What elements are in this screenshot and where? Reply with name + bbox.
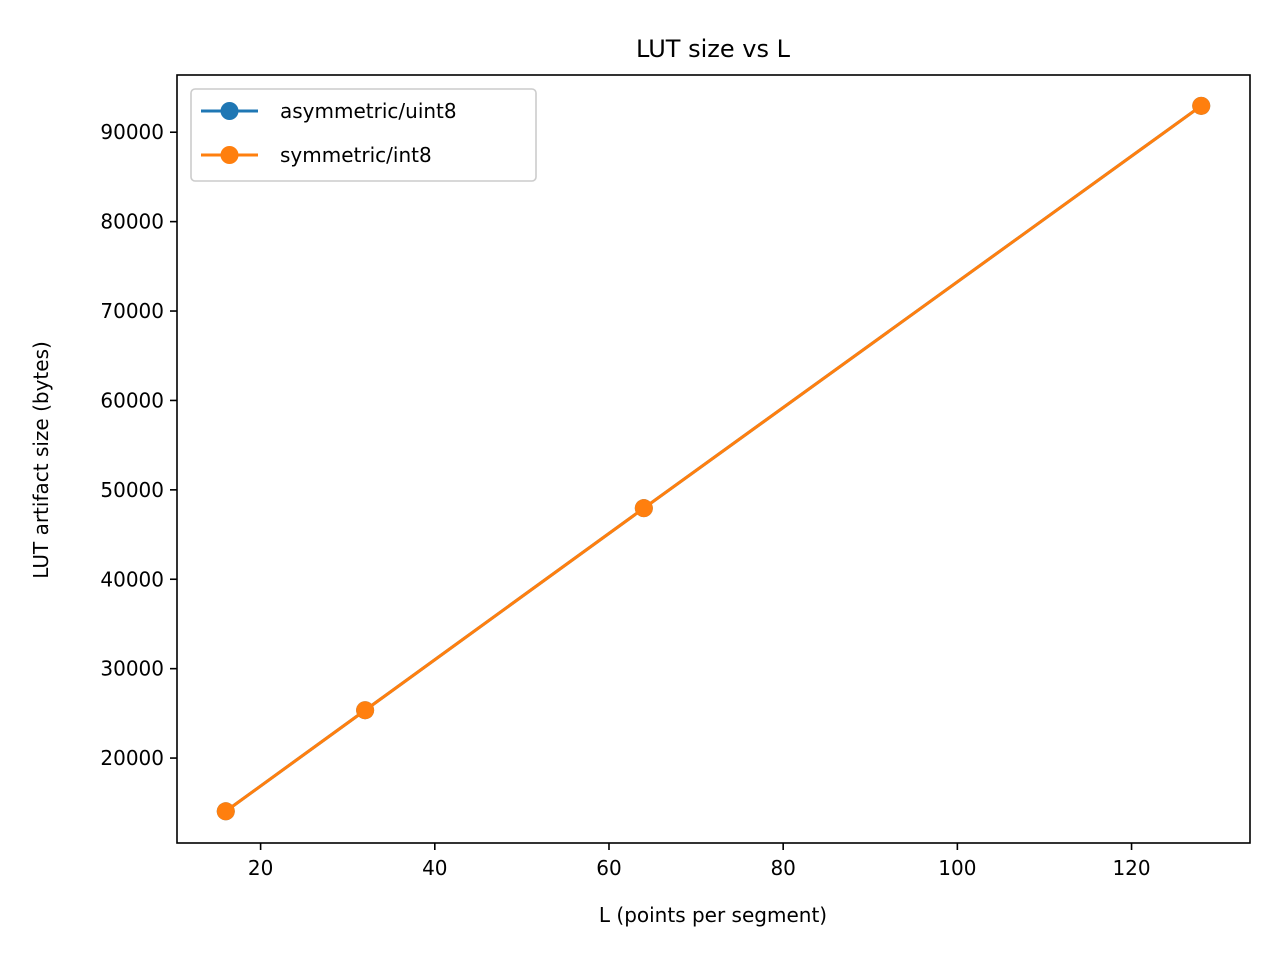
x-tick-label: 100 [938, 856, 976, 880]
legend-marker [220, 146, 239, 164]
legend-marker [220, 102, 239, 120]
x-tick-label: 60 [596, 856, 621, 880]
legend: asymmetric/uint8 symmetric/int8 [190, 88, 537, 182]
y-tick-label: 50000 [100, 478, 164, 502]
data-point [356, 701, 375, 720]
y-axis-title: LUT artifact size (bytes) [29, 341, 53, 579]
y-tick-label: 20000 [100, 746, 164, 770]
chart-title: LUT size vs L [636, 35, 791, 63]
y-tick-label: 60000 [100, 388, 164, 412]
data-point [216, 802, 235, 821]
legend-box [190, 88, 537, 182]
series-1 [216, 96, 1211, 821]
x-tick-label: 80 [770, 856, 795, 880]
y-tick-label: 40000 [100, 567, 164, 591]
x-tick-label: 20 [248, 856, 273, 880]
y-tick-label: 70000 [100, 299, 164, 323]
y-tick-label: 90000 [100, 120, 164, 144]
series-line [224, 104, 1203, 813]
plot-frame [176, 74, 1251, 844]
x-tick-label: 40 [422, 856, 447, 880]
plot-area: 20 40 60 80 100 120 20000 30000 40000 50000 60000 7… [100, 74, 1251, 880]
data-point [1192, 96, 1211, 115]
legend-label: asymmetric/uint8 [280, 99, 457, 123]
data-point [634, 499, 653, 518]
y-tick-label: 80000 [100, 210, 164, 234]
y-tick-label: 30000 [100, 657, 164, 681]
legend-label: symmetric/int8 [280, 143, 432, 167]
x-tick-label: 120 [1112, 856, 1150, 880]
x-axis-title: L (points per segment) [599, 903, 827, 927]
